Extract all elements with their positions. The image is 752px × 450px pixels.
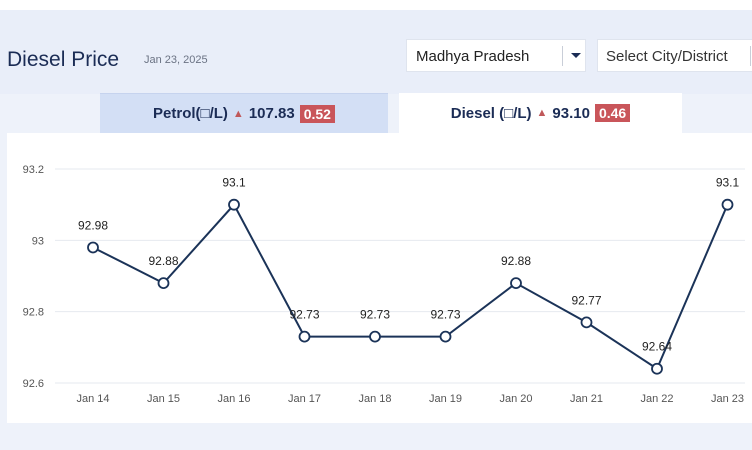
- data-point: [298, 330, 311, 343]
- state-select[interactable]: Madhya Pradesh: [406, 39, 586, 72]
- data-label: 92.73: [430, 308, 460, 322]
- bottom-band: [0, 423, 752, 450]
- data-label: 92.73: [360, 308, 390, 322]
- x-tick-label: Jan 23: [711, 393, 744, 405]
- data-point: [157, 277, 170, 290]
- x-tick-label: Jan 22: [640, 393, 673, 405]
- price-line-chart: 92.6 92.8 93 93.2 Jan 14 Jan 15 Jan 16 Jan 17 Ja…: [23, 164, 745, 405]
- x-tick-label: Jan 19: [429, 393, 462, 405]
- x-tick-label: Jan 17: [288, 393, 321, 405]
- data-point: [721, 198, 734, 211]
- triangle-up-icon: ▲: [536, 107, 548, 119]
- state-select-value: Madhya Pradesh: [416, 48, 530, 65]
- price-header: Diesel Price Jan 23, 2025 Madhya Pradesh…: [0, 10, 752, 94]
- chart-panel: 92.6 92.8 93 93.2 Jan 14 Jan 15 Jan 16 Jan 17 Ja…: [7, 133, 752, 423]
- tab-petrol[interactable]: Petrol(□/L) ▲ 107.83 0.52: [100, 93, 388, 133]
- data-label: 92.88: [501, 254, 531, 268]
- data-point: [369, 330, 381, 343]
- data-point: [87, 241, 99, 254]
- data-label: 92.98: [78, 218, 108, 232]
- y-tick-label: 92.8: [23, 307, 44, 319]
- x-tick-label: Jan 16: [217, 393, 250, 405]
- select-separator: [750, 46, 751, 66]
- tab-petrol-label: Petrol(□/L): [153, 105, 228, 122]
- data-label: 93.1: [716, 176, 740, 190]
- data-point: [439, 330, 452, 343]
- y-tick-label: 93: [32, 235, 44, 247]
- page-title: Diesel Price: [7, 48, 120, 71]
- data-point: [228, 198, 240, 211]
- data-label: 92.88: [148, 254, 178, 268]
- x-tick-label: Jan 18: [358, 393, 391, 405]
- y-tick-label: 92.6: [23, 378, 44, 390]
- tab-diesel[interactable]: Diesel (□/L) ▲ 93.10 0.46: [399, 93, 682, 133]
- data-label: 92.64: [642, 340, 672, 354]
- y-tick-label: 93.2: [23, 164, 44, 176]
- tab-petrol-price: 107.83: [248, 105, 295, 122]
- data-label: 92.77: [571, 293, 601, 307]
- tab-diesel-label: Diesel (□/L): [450, 104, 532, 122]
- data-point: [651, 362, 663, 375]
- data-label: 92.73: [289, 308, 319, 322]
- tab-diesel-price: 93.10: [552, 104, 590, 122]
- series-line: [92, 202, 729, 371]
- data-point: [510, 277, 522, 290]
- price-date: Jan 23, 2025: [144, 54, 208, 66]
- x-tick-label: Jan 15: [147, 393, 180, 405]
- x-tick-label: Jan 21: [570, 393, 603, 405]
- x-tick-label: Jan 20: [499, 393, 532, 405]
- tab-petrol-change-badge: 0.52: [299, 104, 335, 123]
- x-tick-label: Jan 14: [76, 393, 109, 405]
- chevron-down-icon[interactable]: [570, 48, 582, 62]
- top-strip: [0, 0, 752, 10]
- city-select-placeholder: Select City/District: [606, 48, 728, 65]
- data-point: [580, 316, 593, 329]
- tab-diesel-change-badge: 0.46: [594, 104, 631, 122]
- triangle-up-icon: ▲: [232, 107, 244, 120]
- select-separator: [562, 46, 563, 66]
- city-select[interactable]: Select City/District: [597, 39, 752, 72]
- data-label: 93.1: [222, 176, 246, 190]
